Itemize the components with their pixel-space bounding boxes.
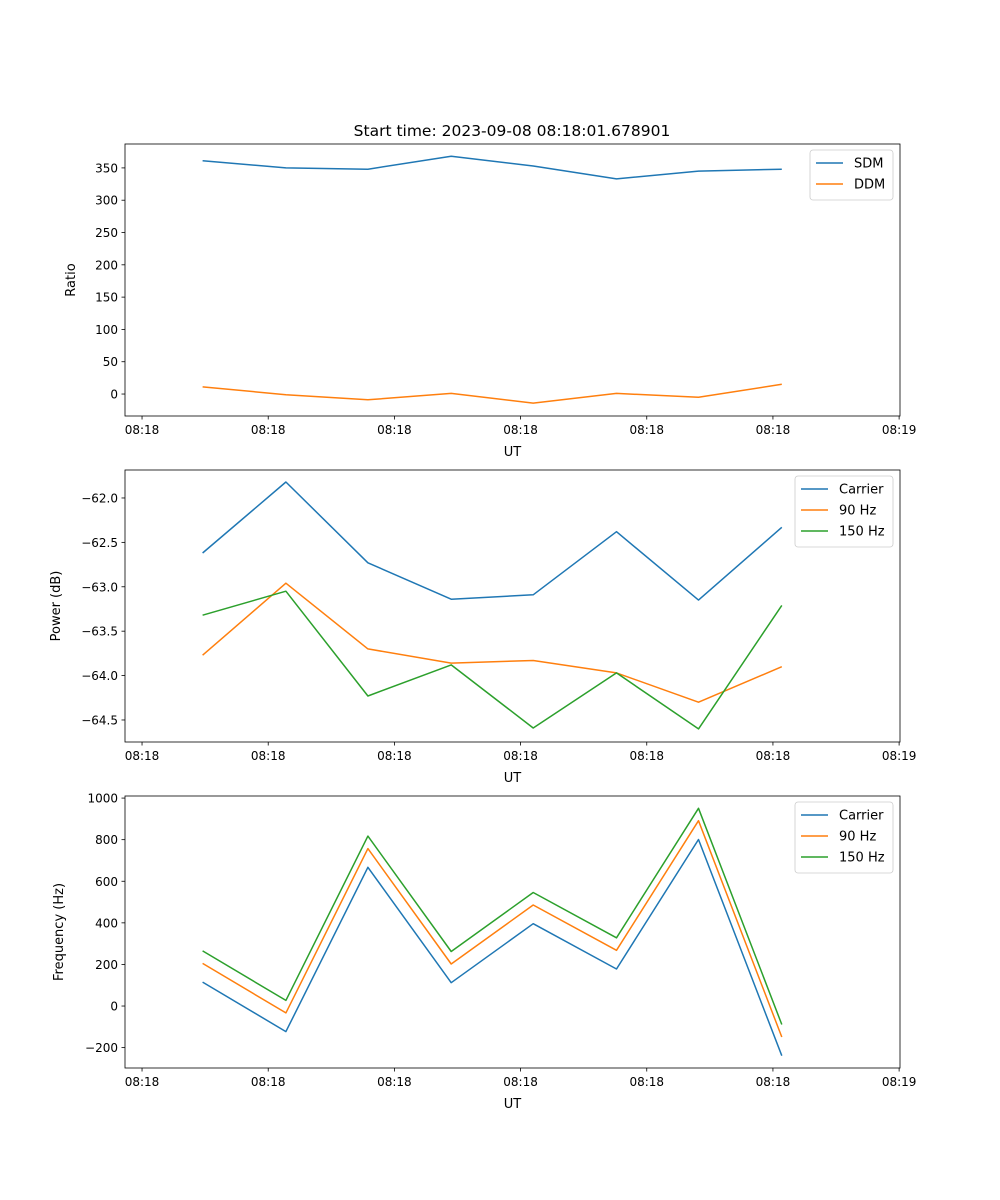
legend-label: 150 Hz	[839, 525, 885, 540]
y-tick-label: −63.0	[81, 580, 118, 594]
x-tick-label: 08:18	[629, 423, 664, 437]
legend: Carrier 90 Hz 150 Hz	[794, 801, 894, 874]
series-line-150-hz	[202, 590, 783, 730]
y-tick-label: −63.5	[81, 625, 118, 639]
chart-title: Start time: 2023-09-08 08:18:01.678901	[354, 122, 671, 140]
legend: SDM DDM	[809, 149, 894, 201]
x-tick-label: 08:19	[882, 423, 917, 437]
y-tick-label: 400	[95, 916, 118, 930]
subplot-1: 08:18 08:18 08:18 08:18 08:18 08:18 08:19 0 50 10…	[64, 143, 917, 460]
y-tick-label: 150	[95, 291, 118, 305]
y-tick-label: −62.0	[81, 491, 118, 505]
y-tick-label: 50	[103, 355, 118, 369]
x-tick-label: 08:19	[882, 749, 917, 763]
legend: Carrier 90 Hz 150 Hz	[794, 475, 894, 548]
x-tick-label: 08:18	[377, 749, 412, 763]
y-tick-label: −200	[85, 1041, 118, 1055]
series-line-90-hz	[202, 582, 783, 703]
legend-label: DDM	[854, 178, 885, 193]
axes-frame	[124, 143, 901, 417]
legend-box	[794, 801, 894, 874]
x-tick-label: 08:18	[251, 749, 286, 763]
y-tick-label: 200	[95, 958, 118, 972]
y-tick-label: 0	[110, 388, 118, 402]
x-axis-label: UT	[504, 445, 522, 460]
y-tick-label: 1000	[87, 792, 118, 806]
x-tick-label: 08:18	[377, 423, 412, 437]
x-tick-label: 08:18	[125, 423, 160, 437]
x-tick-label: 08:18	[503, 1075, 538, 1089]
x-tick-label: 08:19	[882, 1075, 917, 1089]
x-tick-label: 08:18	[503, 423, 538, 437]
legend-label: Carrier	[839, 809, 884, 824]
series-line-ddm	[202, 383, 782, 404]
y-tick-label: 200	[95, 258, 118, 272]
x-tick-label: 08:18	[125, 749, 160, 763]
x-tick-label: 08:18	[377, 1075, 412, 1089]
y-tick-label: −62.5	[81, 536, 118, 550]
axes-frame	[124, 469, 901, 743]
x-tick-label: 08:18	[503, 749, 538, 763]
y-tick-label: 300	[95, 194, 118, 208]
legend-box	[794, 475, 894, 548]
y-axis-label: Ratio	[64, 263, 79, 296]
x-tick-label: 08:18	[251, 1075, 286, 1089]
x-tick-label: 08:18	[125, 1075, 160, 1089]
x-tick-label: 08:18	[629, 1075, 664, 1089]
x-axis-label: UT	[504, 1097, 522, 1112]
legend-label: Carrier	[839, 483, 884, 498]
y-tick-label: 0	[110, 1000, 118, 1014]
x-axis-label: UT	[504, 771, 522, 786]
x-tick-label: 08:18	[756, 749, 791, 763]
legend-label: 150 Hz	[839, 851, 885, 866]
series-line-carrier	[202, 838, 783, 1056]
x-tick-label: 08:18	[756, 423, 791, 437]
y-tick-label: −64.0	[81, 669, 118, 683]
legend-label: 90 Hz	[839, 830, 876, 845]
x-tick-label: 08:18	[629, 749, 664, 763]
series-line-90-hz	[202, 819, 783, 1038]
y-tick-label: 250	[95, 226, 118, 240]
series-line-150-hz	[202, 807, 783, 1025]
subplot-3: 08:18 08:18 08:18 08:18 08:18 08:18 08:19 −200 0…	[52, 792, 916, 1112]
legend-label: 90 Hz	[839, 504, 876, 519]
axes-frame	[124, 795, 901, 1069]
y-tick-label: 350	[95, 161, 118, 175]
series-line-sdm	[202, 155, 782, 180]
y-tick-label: −64.5	[81, 713, 118, 727]
series-line-carrier	[202, 481, 783, 601]
y-axis-label: Power (dB)	[49, 571, 64, 642]
x-tick-label: 08:18	[756, 1075, 791, 1089]
y-axis-label: Frequency (Hz)	[52, 883, 67, 981]
y-tick-label: 600	[95, 875, 118, 889]
y-tick-label: 100	[95, 323, 118, 337]
x-tick-label: 08:18	[251, 423, 286, 437]
y-tick-label: 800	[95, 833, 118, 847]
subplot-2: 08:18 08:18 08:18 08:18 08:18 08:18 08:19 −62.0…	[49, 469, 917, 786]
legend-label: SDM	[854, 157, 883, 172]
